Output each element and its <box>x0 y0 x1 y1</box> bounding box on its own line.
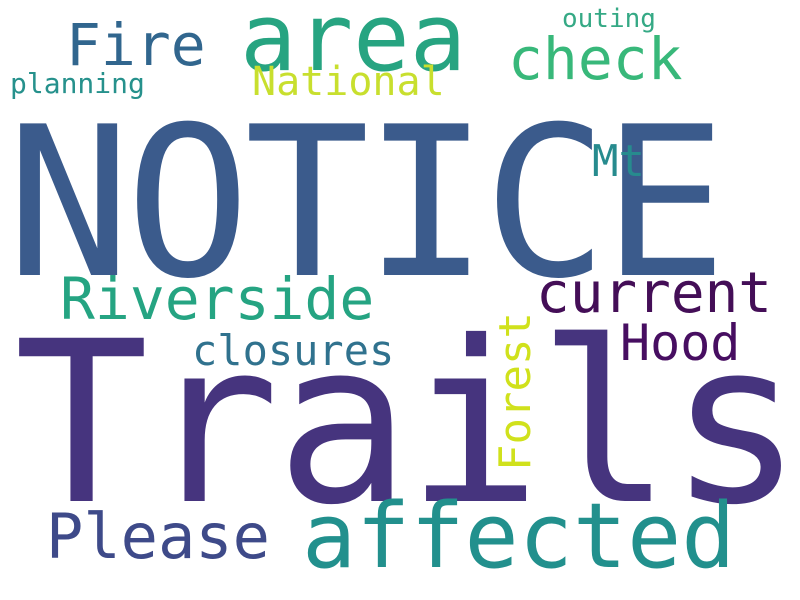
word-notice: NOTICE <box>6 83 727 325</box>
word-check: check <box>508 25 683 93</box>
word-planning: planning <box>10 67 145 100</box>
word-forest: Forest <box>490 312 541 471</box>
word-please: Please <box>46 500 270 573</box>
word-current: current <box>536 261 773 326</box>
word-fire: Fire <box>66 11 206 79</box>
word-area: area <box>240 0 467 93</box>
word-closures: closures <box>192 326 395 375</box>
word-riverside: Riverside <box>60 265 375 333</box>
word-outing: outing <box>562 4 656 34</box>
word-national: National <box>252 59 445 105</box>
word-mt: Mt <box>592 136 645 187</box>
word-affected: affected <box>302 484 736 589</box>
word-hood: Hood <box>620 314 741 372</box>
word-trails: Trails <box>14 293 800 554</box>
